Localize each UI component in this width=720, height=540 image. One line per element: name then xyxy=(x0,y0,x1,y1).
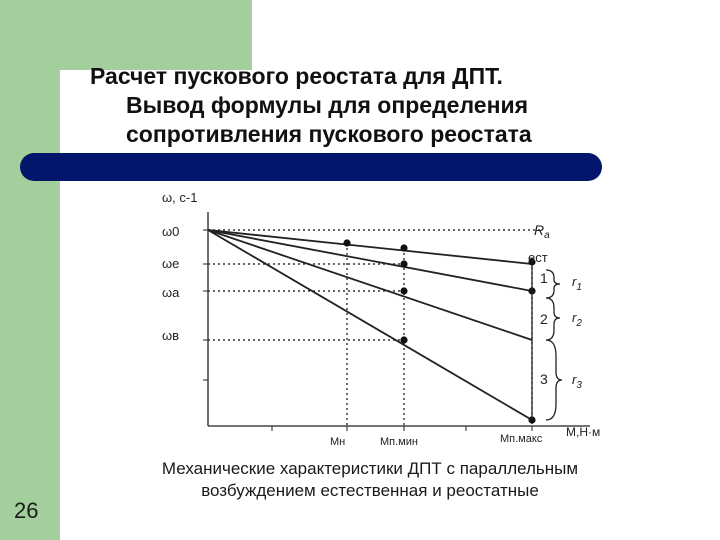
decor-green-side xyxy=(0,0,60,540)
point xyxy=(400,336,408,344)
resistance-label-r1: r1 xyxy=(572,274,582,293)
brace-r1 xyxy=(545,269,561,299)
line-natural xyxy=(207,229,533,265)
decor-white-panel xyxy=(60,70,720,540)
caption-line-2: возбуждением естественная и реостатные xyxy=(201,481,539,500)
point xyxy=(400,287,408,295)
resistance-label-r3: r3 xyxy=(572,372,582,391)
x-marker-label: Мн xyxy=(330,436,345,448)
line-rheostat-1 xyxy=(207,229,533,292)
figure-caption: Механические характеристики ДПТ с паралл… xyxy=(100,458,640,502)
line-rheostat-2 xyxy=(207,229,533,341)
resistance-label-r2: r2 xyxy=(572,310,582,329)
point xyxy=(528,258,536,266)
y-marker-label: ωа xyxy=(162,285,180,300)
caption-line-1: Механические характеристики ДПТ с паралл… xyxy=(161,459,579,478)
series-label-1: 1 xyxy=(540,270,548,286)
line-rheostat-3 xyxy=(207,229,533,421)
slide-title: Расчет пускового реостата для ДПТ. Вывод… xyxy=(90,62,690,149)
slide-number: 26 xyxy=(14,498,39,523)
decor-title-underline-bar xyxy=(20,153,602,181)
brace-r2 xyxy=(545,297,561,341)
series-label-natural-suffix: ест xyxy=(528,250,548,265)
y-marker-label: ω0 xyxy=(162,224,179,239)
point xyxy=(400,244,408,252)
series-label-2: 2 xyxy=(540,311,548,327)
title-line-1: Расчет пускового реостата для ДПТ. xyxy=(90,63,503,89)
y-marker-label: ωе xyxy=(162,256,179,271)
series-label-natural: Rа xyxy=(534,222,550,241)
y-marker-label: ωв xyxy=(162,328,179,343)
y-axis-label: ω, с-1 xyxy=(162,190,197,205)
x-marker-label: Мп.макс xyxy=(500,433,543,445)
title-line-2: Вывод формулы для определения xyxy=(126,92,529,118)
x-marker-label: Мп.мин xyxy=(380,436,418,448)
point xyxy=(343,239,351,247)
x-axis-label: М,Н·м xyxy=(566,425,600,439)
point xyxy=(400,260,408,268)
brace-r3 xyxy=(545,339,563,421)
series-label-3: 3 xyxy=(540,371,548,387)
title-line-3: сопротивления пускового реостата xyxy=(126,121,532,147)
